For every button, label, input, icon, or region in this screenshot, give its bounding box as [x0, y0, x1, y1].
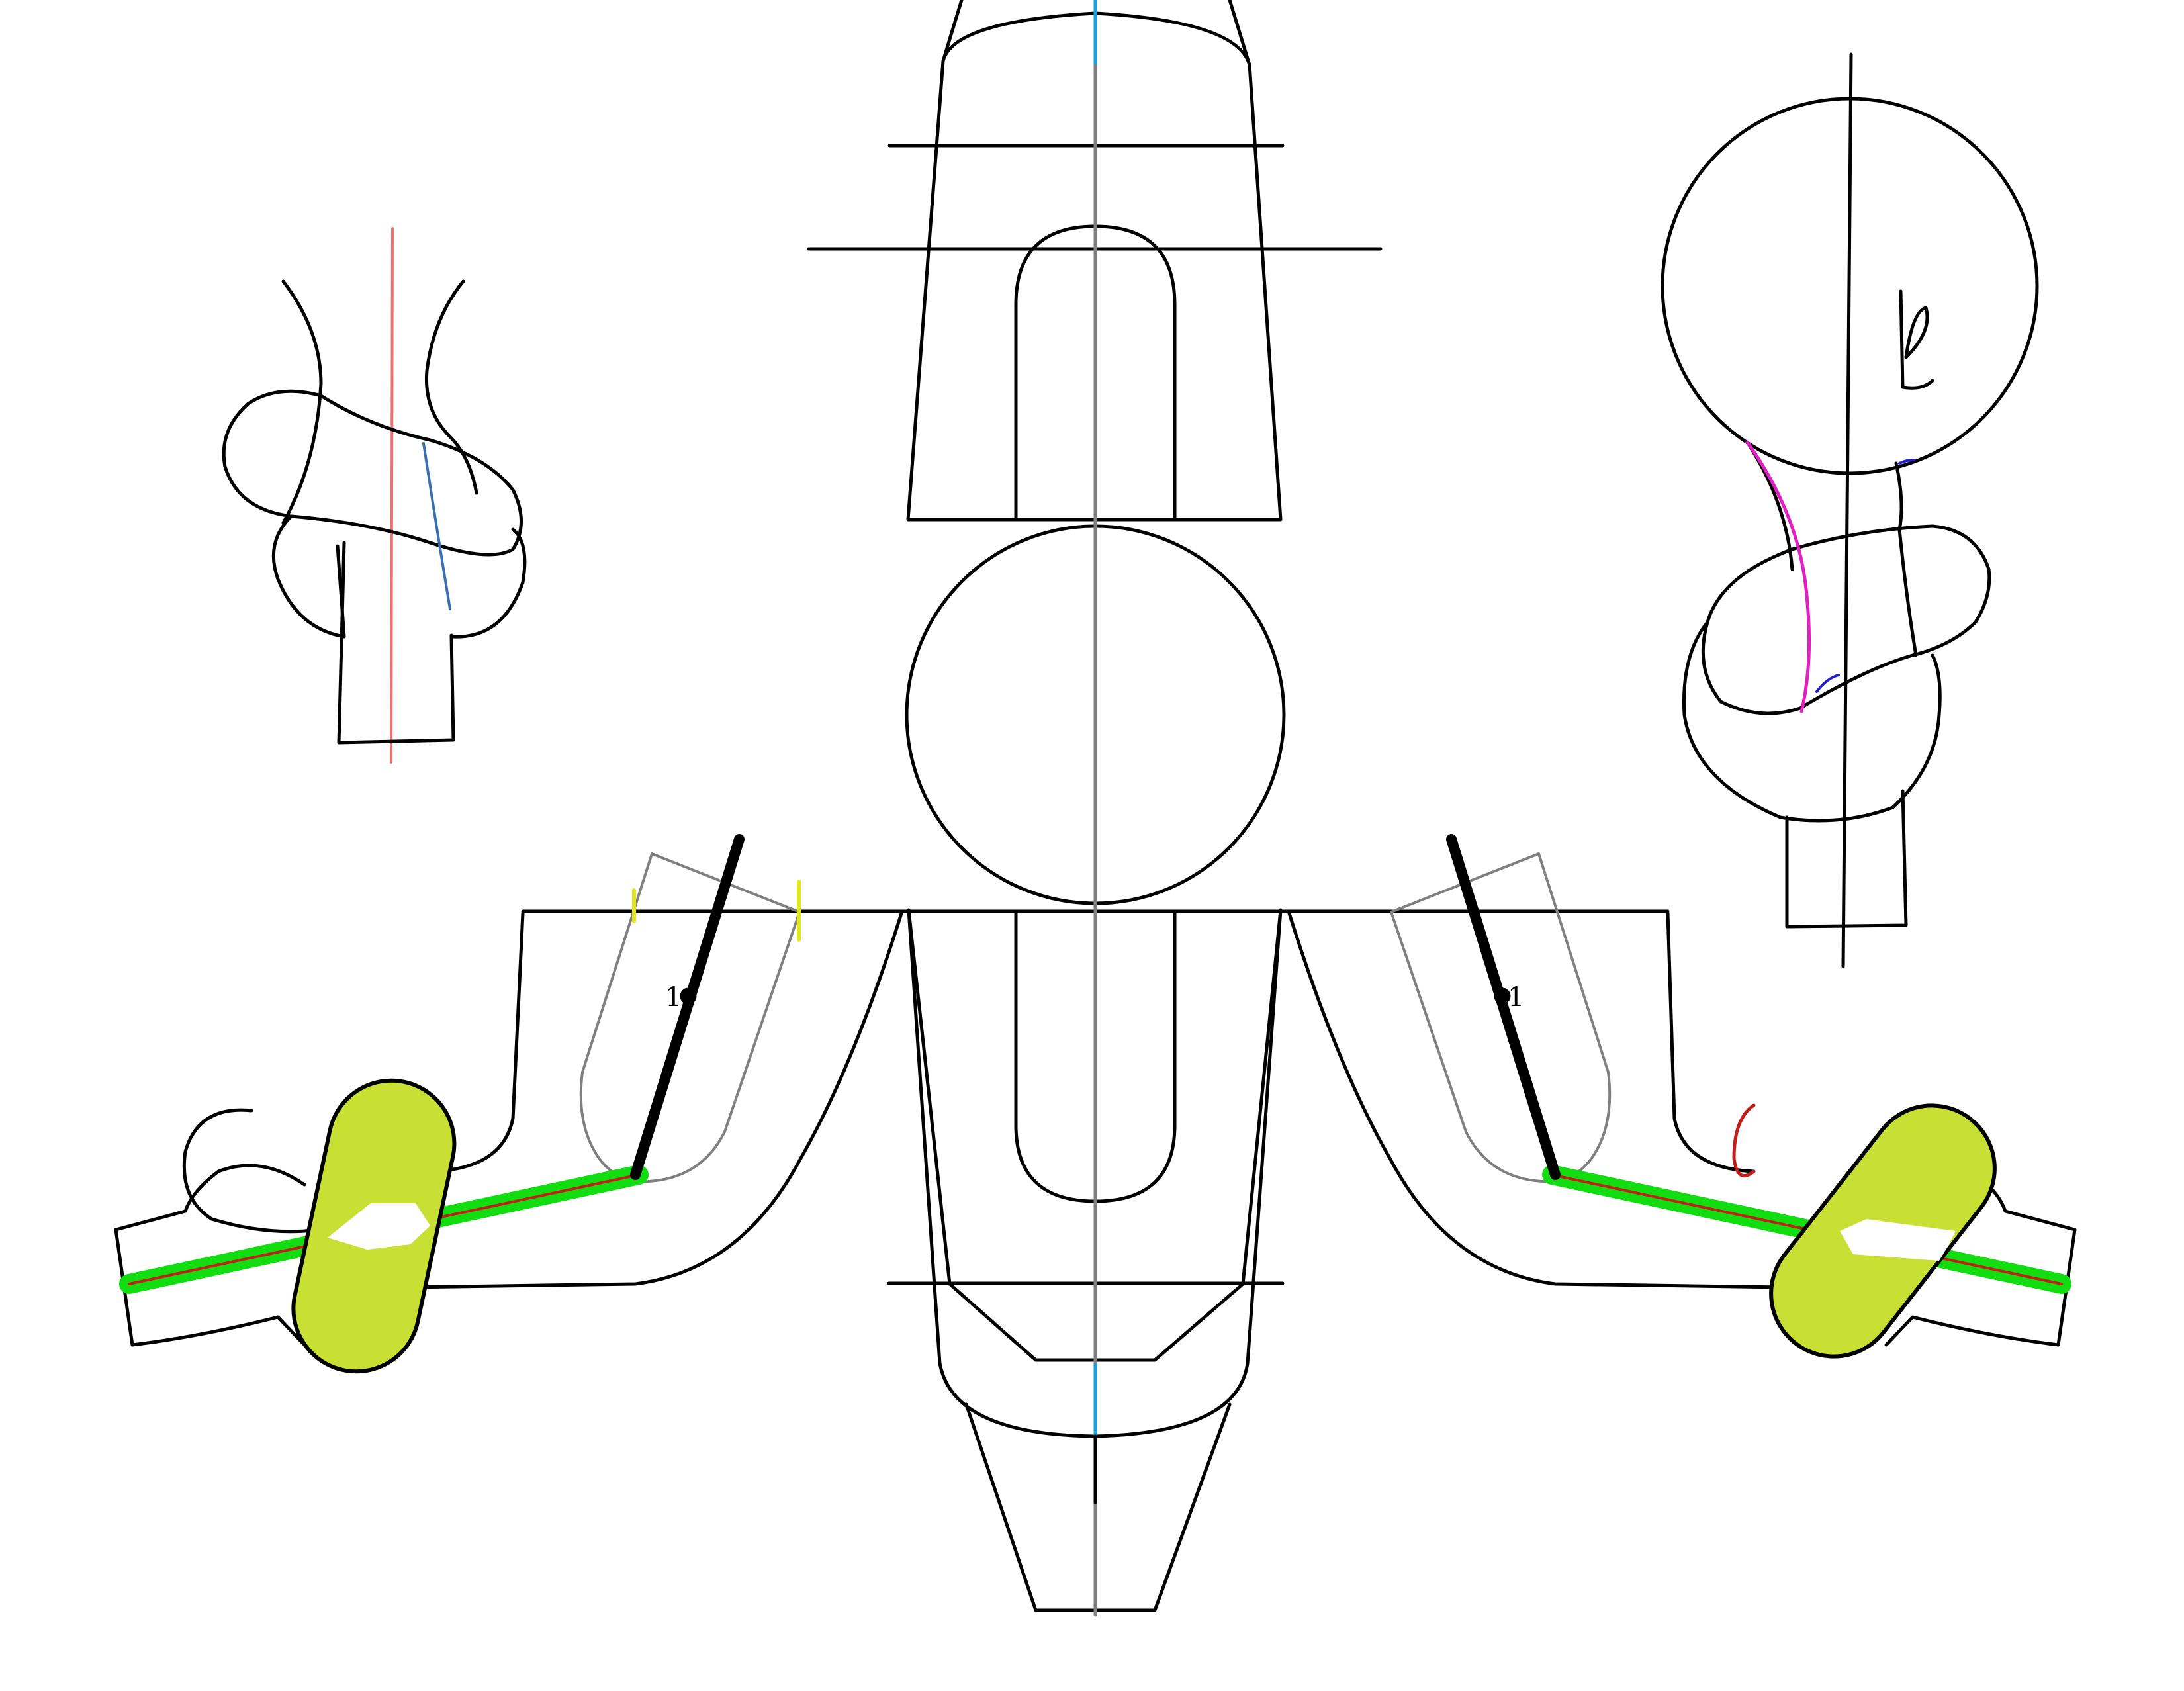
left-knot-stem [337, 541, 455, 745]
right-capsule [1769, 1103, 1997, 1359]
top-right-knot [1661, 52, 2039, 968]
left-knot-strand-right [424, 279, 478, 495]
left-knot-detail-blue [422, 442, 451, 610]
right-knot-loop-lower [1682, 620, 1942, 823]
left-knot-axis [390, 227, 394, 764]
right-knot-stem [1785, 789, 1908, 929]
left-pivot [680, 987, 697, 1005]
left-capsule [291, 1078, 457, 1374]
right-arm-upper-outline [1666, 911, 1756, 1173]
left-knot-strand-left [281, 279, 323, 525]
right-arm-grey-bracket [1390, 852, 1612, 1183]
left-arm-lower-outline [408, 911, 903, 1289]
left-capsule-highlight [328, 1203, 430, 1250]
right-pivot [1494, 987, 1511, 1005]
lower-inner-left [907, 908, 952, 1286]
right-arm [1287, 834, 2077, 1359]
right-mark-label: 1 [1508, 982, 1524, 1013]
left-arm-grey-bracket [579, 852, 801, 1183]
right-capsule-highlight [1840, 1219, 1956, 1261]
right-grey-bracket-path [1390, 852, 1612, 1183]
right-knot-detail-magenta [1745, 440, 1811, 713]
left-grey-bracket-path [579, 852, 801, 1183]
right-knot-loop-upper [1701, 524, 1991, 715]
left-knot-loop-lower [271, 514, 527, 639]
left-arm-hand [114, 1164, 306, 1347]
right-arm-lower-outline [1287, 911, 1782, 1289]
lower-inner-right [1241, 908, 1283, 1286]
left-knot-loop-upper [222, 389, 523, 557]
right-knot-inner [1897, 527, 1918, 657]
right-head-glyph [1899, 289, 1934, 390]
right-black-rod [1446, 834, 1561, 1180]
right-knot-detail-blue-upper [1898, 459, 1915, 465]
left-mark-label: 1 [665, 982, 682, 1013]
top-left-knot [222, 227, 527, 764]
right-knot-neck-right [1894, 461, 1903, 531]
right-knot-axis [1841, 52, 1853, 968]
left-arm-fist [182, 1108, 439, 1234]
right-arm-fist [1732, 1103, 1756, 1178]
right-knot-detail-blue-lower [1815, 674, 1840, 693]
left-arm [114, 834, 903, 1374]
left-black-rod [630, 834, 745, 1180]
